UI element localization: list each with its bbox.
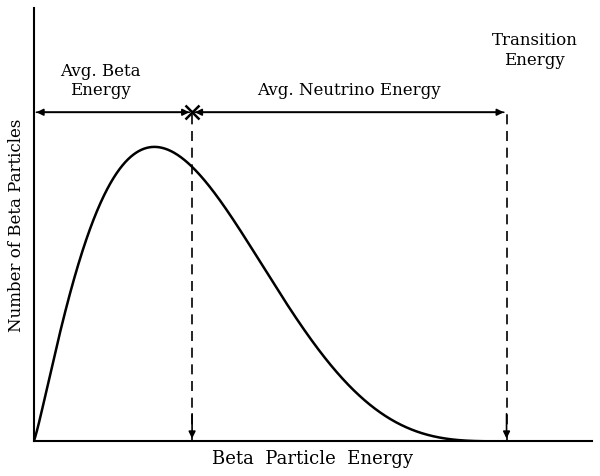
- Text: Avg. Neutrino Energy: Avg. Neutrino Energy: [257, 82, 441, 99]
- Text: Transition
Energy: Transition Energy: [492, 32, 578, 69]
- Y-axis label: Number of Beta Particles: Number of Beta Particles: [8, 118, 25, 331]
- X-axis label: Beta  Particle  Energy: Beta Particle Energy: [212, 450, 413, 467]
- Text: Avg. Beta
Energy: Avg. Beta Energy: [60, 63, 140, 99]
